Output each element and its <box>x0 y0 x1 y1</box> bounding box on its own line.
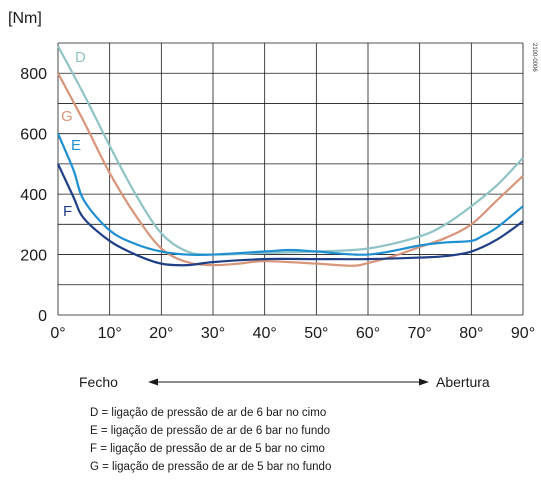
y-tick-label: 200 <box>20 248 47 265</box>
chart-ticks: 0° 10° 20° 30° 40° 50° 60° 70° 80° 90° 0 200 400 600 8… <box>20 66 535 342</box>
x-tick-label: 40° <box>253 325 277 342</box>
direction-arrow-right-head <box>419 378 429 386</box>
legend-entry-f: F = ligação de pressão de ar de 5 bar no… <box>90 443 325 455</box>
series-line-g <box>57 72 524 267</box>
chart-series: D GE F <box>56 45 524 267</box>
legend-entry-d: D = ligação de pressão de ar de 6 bar no… <box>90 407 327 419</box>
chart-grid <box>57 42 524 316</box>
y-tick-label: 0 <box>38 308 47 325</box>
direction-left-label: Fecho <box>79 374 118 390</box>
series-line-d <box>57 45 524 256</box>
x-tick-label: 0° <box>50 325 65 342</box>
series-label-g: G <box>61 108 73 125</box>
series-line-f <box>57 163 524 267</box>
series-label-f: F <box>63 203 72 220</box>
torque-chart: D GE F 0° 10° 20° 30° 40° 50° 60° 70° 80° 90° 0 200 40… <box>8 10 537 390</box>
x-tick-label: 80° <box>459 325 483 342</box>
direction-indicator: Fecho Abertura <box>79 374 490 390</box>
x-tick-label: 20° <box>149 325 173 342</box>
y-axis-label: [Nm] <box>8 10 42 27</box>
legend-entry-e: E = ligação de pressão de ar de 6 bar no… <box>90 425 331 437</box>
x-tick-label: 50° <box>304 325 328 342</box>
y-tick-label: 600 <box>20 127 47 144</box>
y-tick-label: 400 <box>20 187 47 204</box>
series-line-e <box>56 133 524 257</box>
series-label-e: E <box>71 137 81 154</box>
direction-right-label: Abertura <box>436 374 490 390</box>
y-tick-label: 800 <box>20 66 47 83</box>
series-label-d: D <box>75 49 86 66</box>
legend: D = ligação de pressão de ar de 6 bar no… <box>90 404 331 476</box>
direction-arrow-left-head <box>148 378 158 386</box>
figure-code: 2100-0006 <box>531 43 537 72</box>
x-tick-label: 10° <box>98 325 122 342</box>
x-tick-label: 70° <box>408 325 432 342</box>
x-tick-label: 30° <box>201 325 225 342</box>
legend-entry-g: G = ligação de pressão de ar de 5 bar no… <box>90 461 332 473</box>
x-tick-label: 60° <box>356 325 380 342</box>
x-tick-label: 90° <box>511 325 535 342</box>
